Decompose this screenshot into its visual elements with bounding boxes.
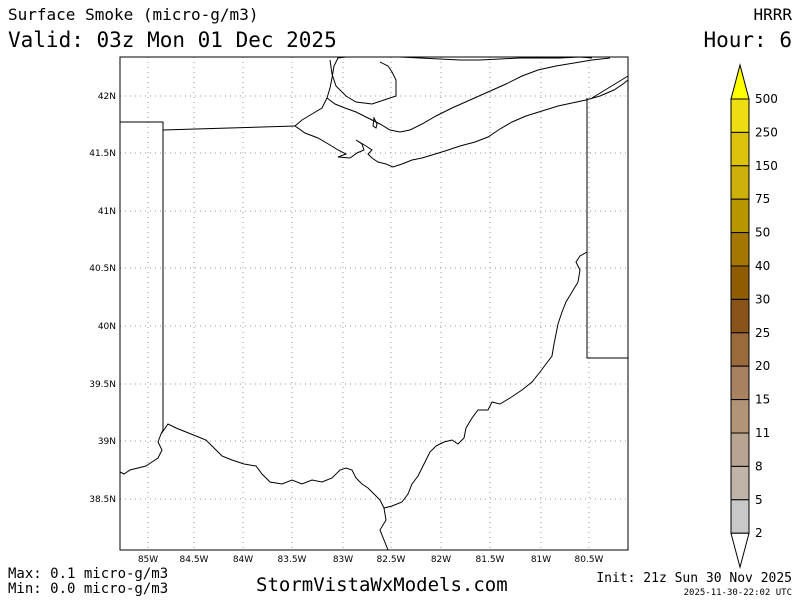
colorbar-top-arrow bbox=[730, 63, 750, 100]
colorbar-segment bbox=[730, 432, 750, 467]
map-frame bbox=[119, 56, 629, 551]
colorbar-segment bbox=[730, 365, 750, 401]
lon-label: 85W bbox=[138, 555, 158, 565]
big-sandy-river bbox=[379, 507, 389, 551]
lat-label: 41.5N bbox=[89, 149, 116, 159]
model-name: HRRR bbox=[753, 5, 792, 24]
colorbar-label: 75 bbox=[755, 192, 770, 206]
ohio-michigan-border bbox=[162, 125, 296, 131]
run-timestamp: 2025-11-30-22:02 UTC bbox=[683, 588, 792, 598]
lon-label: 82.5W bbox=[377, 555, 406, 565]
lon-label: 84W bbox=[233, 555, 253, 565]
lat-label: 38.5N bbox=[89, 495, 116, 505]
colorbar-segment bbox=[730, 399, 750, 434]
valid-time: Valid: 03z Mon 01 Dec 2025 bbox=[8, 28, 337, 52]
colorbar-segment bbox=[730, 298, 750, 334]
colorbar-label: 11 bbox=[755, 426, 770, 440]
lat-label: 40.5N bbox=[89, 264, 116, 274]
colorbar-label: 150 bbox=[755, 159, 778, 173]
colorbar-label: 5 bbox=[755, 493, 763, 507]
forecast-hour: Hour: 6 bbox=[703, 28, 792, 52]
lon-label: 80.5W bbox=[575, 555, 604, 565]
ohio-indiana-border bbox=[160, 130, 164, 435]
lon-label: 83W bbox=[333, 555, 353, 565]
lat-label: 42N bbox=[98, 92, 116, 102]
colorbar-segment bbox=[730, 332, 750, 367]
colorbar-label: 2 bbox=[755, 526, 763, 540]
min-value: Min: 0.0 micro-g/m3 bbox=[8, 581, 169, 597]
colorbar-segment bbox=[730, 165, 750, 200]
colorbar-labels: 500 250 150 75 50 40 30 25 20 15 11 8 5 2 bbox=[755, 92, 778, 540]
longitude-labels: 85W 84.5W 84W 83.5W 83W 82.5W 82W 81.5W 81W 80.5W bbox=[138, 555, 604, 565]
boundaries bbox=[119, 56, 629, 551]
graticule bbox=[120, 57, 628, 550]
colorbar-segment bbox=[730, 131, 750, 167]
map-title: Surface Smoke (micro-g/m3) bbox=[8, 5, 259, 24]
colorbar-segment bbox=[730, 198, 750, 234]
pennsylvania-wv-border bbox=[586, 252, 628, 359]
detroit-shoreline bbox=[326, 57, 611, 133]
colorbar bbox=[730, 63, 750, 570]
colorbar-label: 8 bbox=[755, 459, 763, 473]
lat-label: 41N bbox=[98, 207, 116, 217]
brand-link[interactable]: StormVistaWxModels.com bbox=[256, 574, 508, 596]
colorbar-label: 50 bbox=[755, 226, 770, 240]
lon-label: 81.5W bbox=[476, 555, 505, 565]
lon-label: 84.5W bbox=[180, 555, 209, 565]
pelee-island bbox=[372, 116, 378, 129]
lon-label: 82W bbox=[431, 555, 451, 565]
indiana-kentucky-river bbox=[119, 433, 163, 475]
ohio-river bbox=[160, 251, 588, 509]
init-time: Init: 21z Sun 30 Nov 2025 bbox=[596, 571, 792, 586]
lat-label: 39.5N bbox=[89, 380, 116, 390]
colorbar-segment bbox=[730, 465, 750, 501]
lat-label: 40N bbox=[98, 322, 116, 332]
latitude-labels: 42N 41.5N 41N 40.5N 40N 39.5N 39N 38.5N bbox=[89, 92, 116, 505]
colorbar-segment bbox=[730, 499, 750, 534]
colorbar-label: 30 bbox=[755, 292, 770, 306]
max-value: Max: 0.1 micro-g/m3 bbox=[8, 566, 169, 582]
colorbar-label: 25 bbox=[755, 326, 770, 340]
pennsylvania-ny-border bbox=[591, 75, 629, 99]
lake-erie-south-shore bbox=[294, 79, 629, 168]
colorbar-bottom-arrow bbox=[730, 532, 750, 570]
colorbar-segment bbox=[730, 265, 750, 300]
colorbar-label: 250 bbox=[755, 125, 778, 139]
colorbar-segment bbox=[730, 98, 750, 133]
colorbar-label: 500 bbox=[755, 92, 778, 106]
lake-st-clair bbox=[329, 59, 397, 105]
colorbar-segment bbox=[730, 232, 750, 267]
colorbar-label: 15 bbox=[755, 393, 770, 407]
lat-label: 39N bbox=[98, 437, 116, 447]
lake-erie-north-shore bbox=[294, 56, 593, 127]
lon-label: 81W bbox=[531, 555, 551, 565]
lon-label: 83.5W bbox=[278, 555, 307, 565]
indiana-michigan-border bbox=[120, 121, 164, 130]
colorbar-label: 40 bbox=[755, 259, 770, 273]
colorbar-label: 20 bbox=[755, 359, 770, 373]
